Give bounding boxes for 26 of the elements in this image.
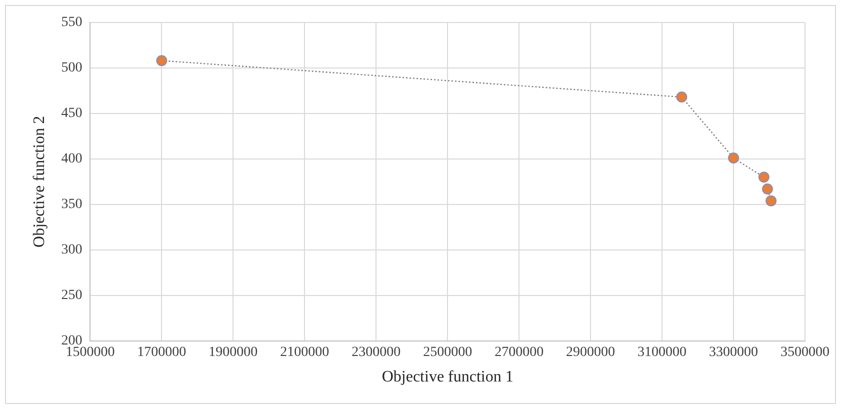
x-axis-title: Objective function 1 <box>382 368 514 386</box>
x-tick-label: 1500000 <box>66 345 115 360</box>
x-tick-label: 2500000 <box>423 345 472 360</box>
x-tick-label: 1900000 <box>208 345 258 360</box>
x-tick-label: 2700000 <box>494 345 544 360</box>
y-tick-label: 300 <box>61 242 82 258</box>
x-tick-label: 3300000 <box>709 345 758 360</box>
y-tick-label: 400 <box>61 152 82 167</box>
point <box>758 172 770 183</box>
x-tick-label: 2900000 <box>566 345 616 360</box>
point <box>762 183 773 194</box>
y-tick-label: 250 <box>61 288 82 304</box>
point <box>156 55 168 66</box>
y-axis-title: Objective function 2 <box>30 116 48 248</box>
y-tick-label: 350 <box>61 197 82 212</box>
y-tick-label: 500 <box>61 60 82 76</box>
y-tick-label: 450 <box>61 106 82 122</box>
x-tick-label: 3500000 <box>780 345 830 360</box>
x-tick-label: 3100000 <box>638 345 687 360</box>
x-tick-label: 2100000 <box>280 345 330 360</box>
point <box>676 92 688 103</box>
x-tick-label: 1700000 <box>137 345 186 360</box>
x-tick-label: 2300000 <box>352 345 401 360</box>
point <box>766 195 777 206</box>
y-tick-label: 550 <box>61 15 82 30</box>
point <box>728 152 740 164</box>
